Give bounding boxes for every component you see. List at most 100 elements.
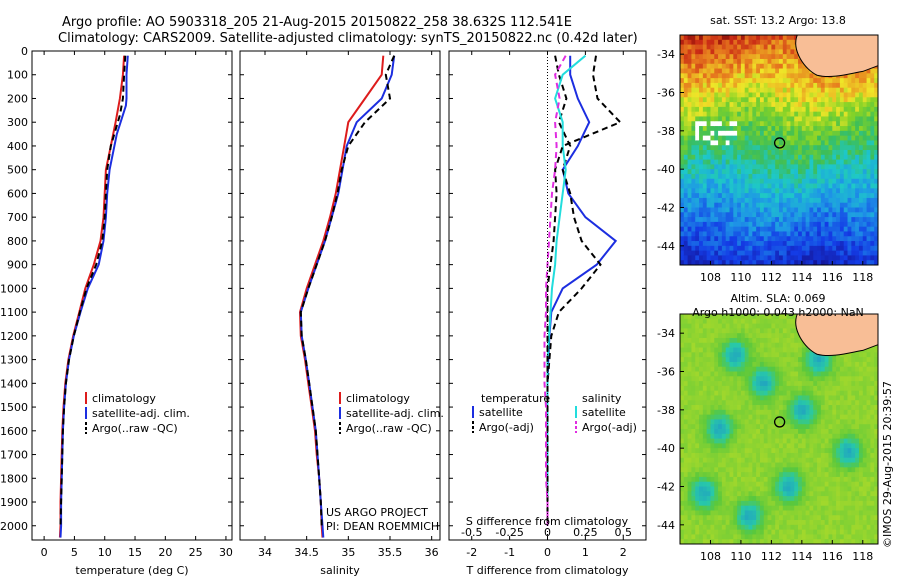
map2-title-line2: Argo h1000: 0.043 h2000: NaN [692, 306, 864, 319]
depth-tick-label: 200 [7, 92, 28, 105]
lon-tick-label: 112 [761, 550, 782, 563]
legend-label: Argo(-adj) [479, 421, 534, 434]
lon-tick-label: 116 [822, 550, 843, 563]
lat-tick-label: -38 [657, 125, 675, 138]
depth-tick-label: 100 [7, 69, 28, 82]
x-tick-label: -1 [504, 546, 515, 559]
legend-label: climatology [346, 392, 410, 405]
depth-tick-label: 1800 [0, 472, 28, 485]
depth-tick-label: 0 [21, 45, 28, 58]
argo-float-marker [773, 416, 786, 428]
depth-tick-label: 600 [7, 187, 28, 200]
depth-tick-label: 1000 [0, 282, 28, 295]
depth-tick-label: 1200 [0, 330, 28, 343]
lon-tick-label: 108 [700, 550, 721, 563]
legend-label: Argo(..raw -QC) [92, 422, 178, 435]
x-tick-label: 34.5 [294, 546, 319, 559]
lon-tick-label: 114 [791, 271, 812, 284]
sla-map: 108 110 112 114 116 118 -34 -36 -38 -40 -42 -44 [657, 313, 879, 563]
depth-tick-label: 1100 [0, 306, 28, 319]
lon-tick-label: 112 [761, 271, 782, 284]
map-frame [679, 313, 879, 545]
depth-tick-label: 500 [7, 164, 28, 177]
credit-line2: PI: DEAN ROEMMICH [326, 520, 439, 533]
depth-tick-label: 900 [7, 259, 28, 272]
x-tick-label: -2 [466, 546, 477, 559]
lat-tick-label: -42 [657, 481, 675, 494]
x-tick-label: 0 [544, 546, 551, 559]
x-tick-label: 25 [189, 546, 203, 559]
depth-tick-label: 1900 [0, 496, 28, 509]
argo-float-marker [773, 137, 786, 149]
land-australia [795, 313, 879, 357]
x-tick-label: 35.5 [378, 546, 403, 559]
lat-tick-label: -42 [657, 202, 675, 215]
salinity-panel: 34 34.5 35 35.5 36 salinity climatology satelli… [239, 50, 444, 577]
x-axis-label: temperature (deg C) [75, 564, 188, 577]
x-tick-label: 36 [425, 546, 439, 559]
depth-tick-label: 1600 [0, 425, 28, 438]
header-line2: Climatology: CARS2009. Satellite-adjuste… [58, 31, 638, 46]
series-dash_black [546, 55, 622, 526]
x-tick-label: 15 [128, 546, 142, 559]
series-cyan [546, 54, 587, 526]
series-clim [298, 55, 385, 538]
x-tick-label: 2 [620, 546, 627, 559]
x-axis-label: salinity [320, 564, 360, 577]
depth-tick-label: 2000 [0, 520, 28, 533]
depth-tick-label: 1700 [0, 449, 28, 462]
series-sat [546, 55, 618, 526]
lat-tick-label: -44 [657, 240, 675, 253]
depth-tick-label: 700 [7, 211, 28, 224]
depth-tick-label: 400 [7, 140, 28, 153]
depth-tick-label: 800 [7, 235, 28, 248]
top-tick-label: 0.5 [615, 526, 633, 539]
series-magenta [543, 55, 567, 526]
depth-tick-label: 1400 [0, 377, 28, 390]
map1-title: sat. SST: 13.2 Argo: 13.8 [710, 14, 846, 27]
sst-map: 108 110 112 114 116 118 -34 -36 -38 -40 -42 -44 [657, 34, 879, 284]
depth-tick-label: 300 [7, 116, 28, 129]
x-tick-label: 5 [71, 546, 78, 559]
lat-tick-label: -34 [657, 48, 675, 61]
lat-tick-label: -38 [657, 404, 675, 417]
x-tick-label: 10 [98, 546, 112, 559]
legend-title-temperature: temperature [481, 392, 550, 405]
series-argo [59, 55, 127, 526]
lat-tick-label: -36 [657, 366, 675, 379]
x-tick-label: 1 [582, 546, 589, 559]
legend-label: satellite-adj. clim. [92, 407, 190, 420]
lon-tick-label: 116 [822, 271, 843, 284]
lon-tick-label: 110 [730, 550, 751, 563]
lon-tick-label: 118 [852, 271, 873, 284]
legend-label: satellite-adj. clim. [346, 407, 444, 420]
legend-label: Argo(-adj) [582, 421, 637, 434]
legend-label: climatology [92, 392, 156, 405]
depth-tick-label: 1300 [0, 354, 28, 367]
lat-tick-label: -40 [657, 442, 675, 455]
top-tick-label: -0.25 [495, 526, 523, 539]
lon-tick-label: 108 [700, 271, 721, 284]
lon-tick-label: 110 [730, 271, 751, 284]
plot-frame [31, 50, 233, 541]
lon-tick-label: 114 [791, 550, 812, 563]
x-tick-label: 20 [158, 546, 172, 559]
legend-title-salinity: salinity [582, 392, 622, 405]
depth-tick-label: 1500 [0, 401, 28, 414]
x-tick-label: 35 [341, 546, 355, 559]
lat-tick-label: -34 [657, 327, 675, 340]
series-sat [59, 55, 129, 538]
x-tick-label: 30 [219, 546, 233, 559]
temperature-panel: 0 100 200 300 400 500 600 700 800 900 1000 1100 1200… [0, 45, 233, 577]
land-australia [795, 34, 879, 78]
lat-tick-label: -40 [657, 163, 675, 176]
lat-tick-label: -44 [657, 519, 675, 532]
legend-label: satellite [479, 406, 523, 419]
plot-frame [239, 50, 441, 541]
map2-title-line1: Altim. SLA: 0.069 [730, 292, 825, 305]
difference-panel: -2 -1 0 1 2 T difference from climatology -0.5… [448, 50, 647, 577]
top-tick-label: 0.25 [573, 526, 598, 539]
legend-label: satellite [582, 406, 626, 419]
top-tick-label: 0 [544, 526, 551, 539]
